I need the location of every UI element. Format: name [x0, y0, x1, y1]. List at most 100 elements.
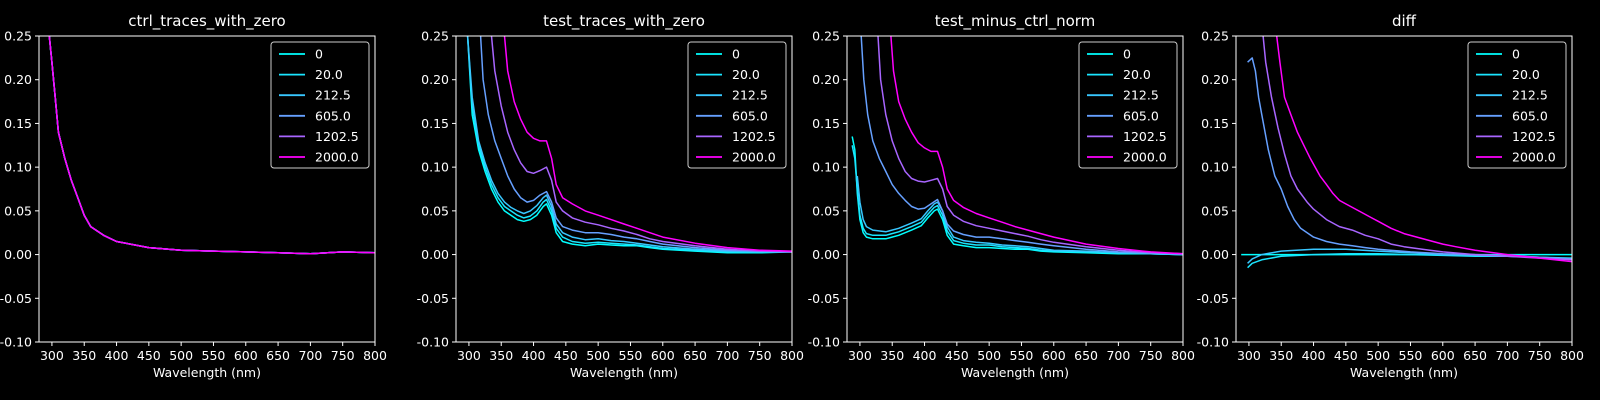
y-tick-label: 0.25 [4, 29, 32, 44]
x-tick-label: 300 [848, 348, 872, 363]
x-tick-label: 650 [1463, 348, 1487, 363]
y-tick-label: -0.05 [417, 291, 449, 306]
x-tick-label: 400 [913, 348, 937, 363]
x-tick-label: 600 [234, 348, 258, 363]
y-tick-label: 0.20 [421, 72, 449, 87]
x-tick-label: 500 [1366, 348, 1390, 363]
legend-label: 20.0 [1512, 67, 1540, 82]
series-line-4 [490, 36, 792, 253]
x-tick-label: 450 [1334, 348, 1358, 363]
y-tick-label: 0.10 [1201, 160, 1229, 175]
series-line-4 [1262, 36, 1572, 261]
x-tick-label: 650 [1074, 348, 1098, 363]
x-tick-label: 300 [1237, 348, 1261, 363]
legend-label: 0 [1512, 47, 1520, 62]
y-tick-label: 0.10 [812, 160, 840, 175]
y-tick-label: 0.25 [421, 29, 449, 44]
x-axis-label: Wavelength (nm) [961, 365, 1069, 380]
series-line-3 [479, 36, 792, 253]
legend-label: 0 [1123, 47, 1131, 62]
series-line-0 [466, 36, 792, 254]
plot-frame [1235, 35, 1573, 343]
series-line-1 [466, 36, 792, 253]
x-tick-label: 500 [169, 348, 193, 363]
x-tick-label: 700 [715, 348, 739, 363]
x-tick-label: 300 [40, 348, 64, 363]
chart-title: test_traces_with_zero [543, 12, 705, 31]
legend-label: 2000.0 [1512, 150, 1556, 165]
series-group [466, 36, 792, 254]
legend-label: 212.5 [732, 88, 768, 103]
plot-frame [38, 35, 376, 343]
y-tick-label: 0.00 [812, 247, 840, 262]
y-tick-label: 0.20 [812, 72, 840, 87]
y-tick-label: 0.15 [812, 116, 840, 131]
y-tick-label: -0.10 [1197, 335, 1229, 350]
y-tick-label: 0.25 [812, 29, 840, 44]
legend-label: 1202.5 [1123, 129, 1167, 144]
y-tick-label: 0.05 [812, 203, 840, 218]
y-tick-label: 0.25 [1201, 29, 1229, 44]
series-group [851, 36, 1183, 256]
x-tick-label: 700 [1495, 348, 1519, 363]
x-tick-label: 500 [977, 348, 1001, 363]
y-tick-label: -0.05 [1197, 291, 1229, 306]
series-line-3 [1247, 57, 1572, 260]
x-tick-label: 600 [651, 348, 675, 363]
legend-label: 1202.5 [315, 129, 359, 144]
chart-panel-0: ctrl_traces_with_zero 300 350 400 450 500 550 6… [0, 12, 387, 380]
x-tick-label: 350 [1269, 348, 1293, 363]
x-tick-label: 500 [586, 348, 610, 363]
chart-title: diff [1392, 12, 1417, 30]
x-tick-label: 800 [363, 348, 387, 363]
y-tick-label: 0.00 [421, 247, 449, 262]
x-tick-label: 750 [748, 348, 772, 363]
legend-label: 2000.0 [315, 150, 359, 165]
x-tick-label: 350 [489, 348, 513, 363]
legend: 0 20.0 212.5 605.0 1202.5 2000.0 [687, 41, 787, 169]
x-tick-label: 650 [266, 348, 290, 363]
series-line-3 [860, 36, 1183, 255]
x-tick-label: 800 [1560, 348, 1584, 363]
chart-title: test_minus_ctrl_norm [935, 12, 1096, 31]
y-tick-label: 0.20 [1201, 72, 1229, 87]
y-tick-label: 0.10 [421, 160, 449, 175]
plot-frame [455, 35, 793, 343]
legend-label: 605.0 [1123, 108, 1159, 123]
x-tick-label: 800 [780, 348, 804, 363]
y-tick-label: -0.05 [0, 291, 32, 306]
y-tick-label: -0.10 [808, 335, 840, 350]
y-tick-label: 0.05 [421, 203, 449, 218]
x-tick-label: 450 [554, 348, 578, 363]
series-group [48, 36, 375, 255]
legend-label: 0 [315, 47, 323, 62]
y-tick-label: 0.10 [4, 160, 32, 175]
x-tick-label: 450 [945, 348, 969, 363]
legend-label: 605.0 [1512, 108, 1548, 123]
x-tick-label: 550 [1010, 348, 1034, 363]
x-tick-label: 600 [1431, 348, 1455, 363]
y-tick-label: 0.20 [4, 72, 32, 87]
x-tick-label: 750 [1139, 348, 1163, 363]
legend-label: 212.5 [315, 88, 351, 103]
series-line-1 [851, 145, 1183, 256]
legend-label: 20.0 [315, 67, 343, 82]
x-tick-label: 750 [331, 348, 355, 363]
legend-label: 1202.5 [732, 129, 776, 144]
chart-panel-3: diff 300 350 400 450 500 550 600 650 700 750 800 -0.… [1197, 12, 1584, 380]
series-line-2 [856, 175, 1183, 256]
series-line-4 [877, 36, 1183, 255]
legend-label: 20.0 [732, 67, 760, 82]
y-tick-label: 0.00 [1201, 247, 1229, 262]
legend-label: 212.5 [1512, 88, 1548, 103]
x-tick-label: 550 [202, 348, 226, 363]
y-tick-label: 0.05 [1201, 203, 1229, 218]
x-tick-label: 350 [72, 348, 96, 363]
x-tick-label: 400 [522, 348, 546, 363]
y-tick-label: 0.15 [4, 116, 32, 131]
legend-label: 2000.0 [1123, 150, 1167, 165]
chart-panel-1: test_traces_with_zero 300 350 400 450 500 550 6… [417, 12, 804, 380]
x-tick-label: 450 [137, 348, 161, 363]
x-axis-label: Wavelength (nm) [570, 365, 678, 380]
